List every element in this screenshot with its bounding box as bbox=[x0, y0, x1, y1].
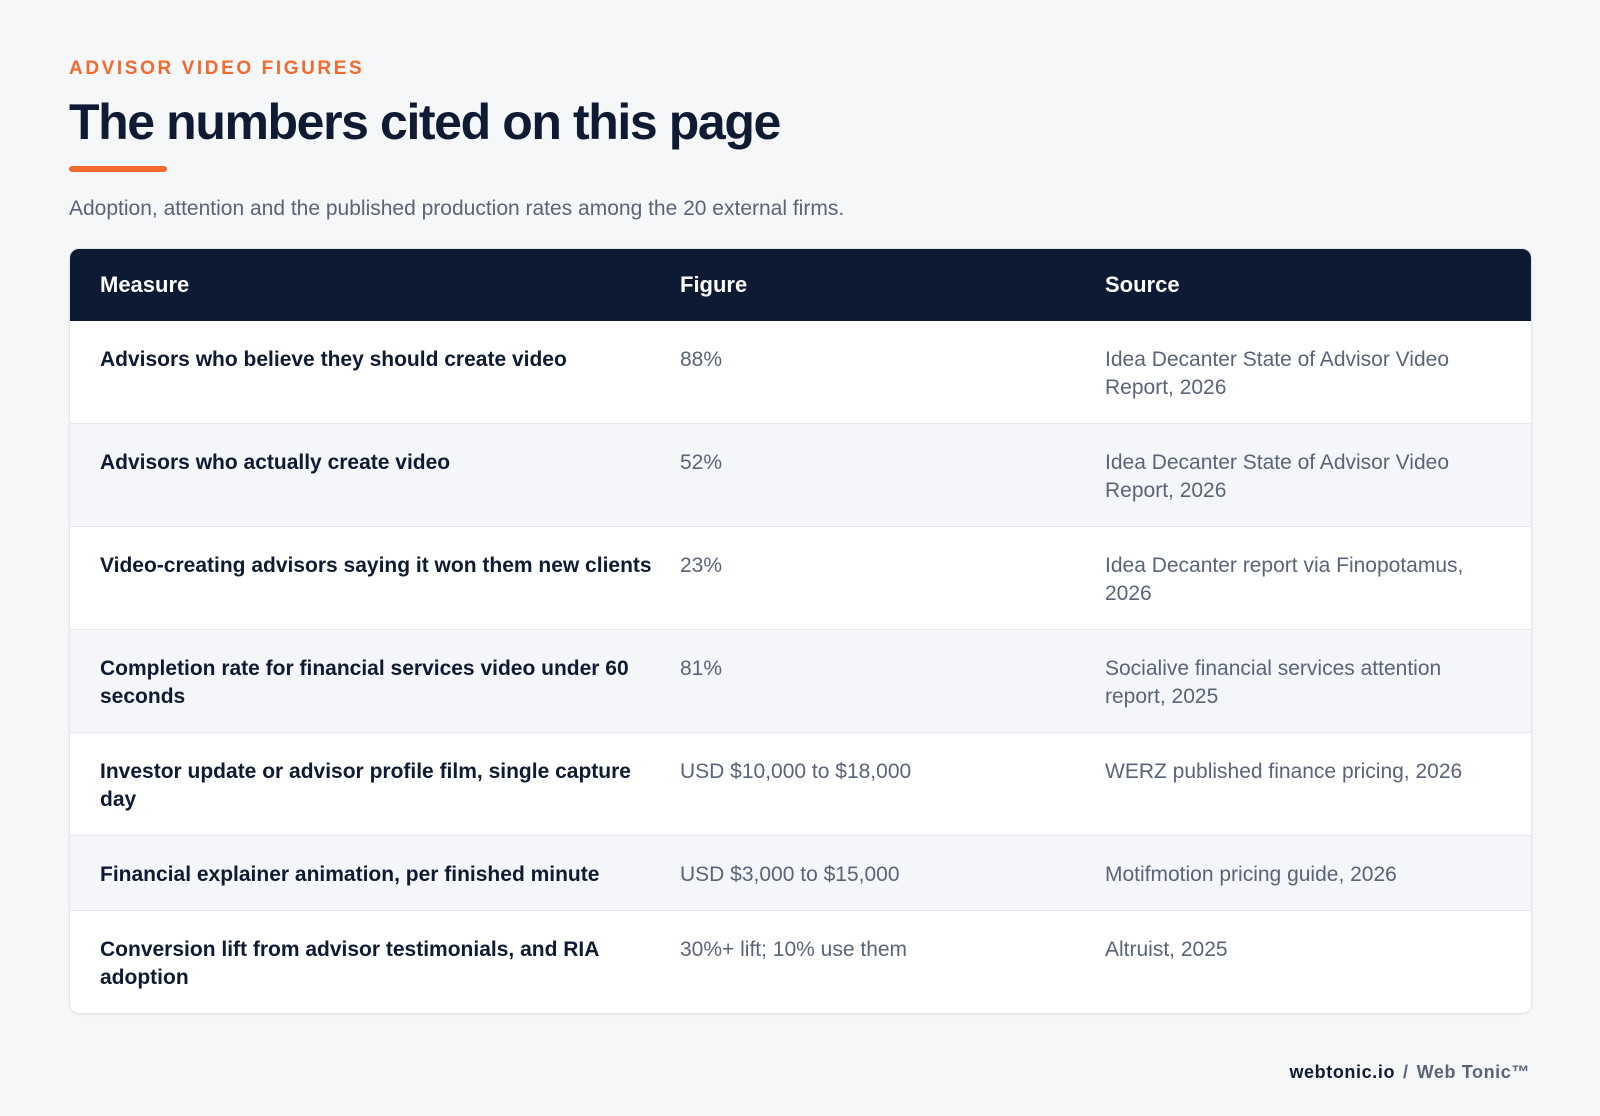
source-cell: Idea Decanter State of Advisor Video Rep… bbox=[1105, 451, 1449, 502]
measure-cell: Advisors who actually create video bbox=[100, 451, 451, 474]
footer-site-link[interactable]: webtonic.io bbox=[1289, 1062, 1396, 1082]
figure-cell: 88% bbox=[680, 348, 723, 371]
footer-separator: / bbox=[1403, 1062, 1409, 1082]
figure-cell: 81% bbox=[680, 657, 723, 680]
figure-cell: USD $10,000 to $18,000 bbox=[680, 760, 912, 783]
page-title: The numbers cited on this page bbox=[69, 94, 781, 150]
column-header-source: Source bbox=[1105, 272, 1180, 297]
table-header: Measure Figure Source bbox=[70, 249, 1531, 321]
source-cell: Altruist, 2025 bbox=[1105, 938, 1228, 961]
table-row: Conversion lift from advisor testimonial… bbox=[70, 910, 1531, 1013]
footer-brand: Web Tonic™ bbox=[1416, 1062, 1530, 1082]
source-cell: Idea Decanter State of Advisor Video Rep… bbox=[1105, 348, 1449, 399]
measure-cell: Investor update or advisor profile film,… bbox=[100, 760, 631, 811]
eyebrow-label: ADVISOR VIDEO FIGURES bbox=[69, 58, 365, 79]
figure-cell: 23% bbox=[680, 554, 723, 577]
source-cell: WERZ published finance pricing, 2026 bbox=[1105, 760, 1463, 783]
source-cell: Socialive financial services attention r… bbox=[1105, 657, 1442, 708]
column-header-measure: Measure bbox=[100, 272, 190, 297]
table-row: Completion rate for financial services v… bbox=[70, 629, 1531, 732]
page-subtitle: Adoption, attention and the published pr… bbox=[69, 197, 845, 220]
table-body: Advisors who believe they should create … bbox=[70, 321, 1531, 1013]
measure-cell: Video-creating advisors saying it won th… bbox=[100, 554, 652, 577]
source-cell: Motifmotion pricing guide, 2026 bbox=[1105, 863, 1397, 886]
title-underline bbox=[69, 166, 167, 172]
measure-cell: Completion rate for financial services v… bbox=[100, 657, 629, 708]
table-row: Advisors who believe they should create … bbox=[70, 321, 1531, 423]
measure-cell: Financial explainer animation, per finis… bbox=[100, 863, 600, 886]
figures-table: Measure Figure Source Advisors who belie… bbox=[69, 248, 1532, 1014]
source-cell: Idea Decanter report via Finopotamus, 20… bbox=[1105, 554, 1464, 605]
table-row: Financial explainer animation, per finis… bbox=[70, 835, 1531, 910]
figure-cell: USD $3,000 to $15,000 bbox=[680, 863, 900, 886]
table-row: Video-creating advisors saying it won th… bbox=[70, 526, 1531, 629]
footer-credit: webtonic.io / Web Tonic™ bbox=[1289, 1062, 1530, 1083]
figure-cell: 30%+ lift; 10% use them bbox=[680, 938, 908, 961]
table-row: Investor update or advisor profile film,… bbox=[70, 732, 1531, 835]
measure-cell: Conversion lift from advisor testimonial… bbox=[100, 938, 599, 989]
figure-cell: 52% bbox=[680, 451, 723, 474]
measure-cell: Advisors who believe they should create … bbox=[100, 348, 567, 371]
column-header-figure: Figure bbox=[680, 272, 748, 297]
table-row: Advisors who actually create video 52% I… bbox=[70, 423, 1531, 526]
